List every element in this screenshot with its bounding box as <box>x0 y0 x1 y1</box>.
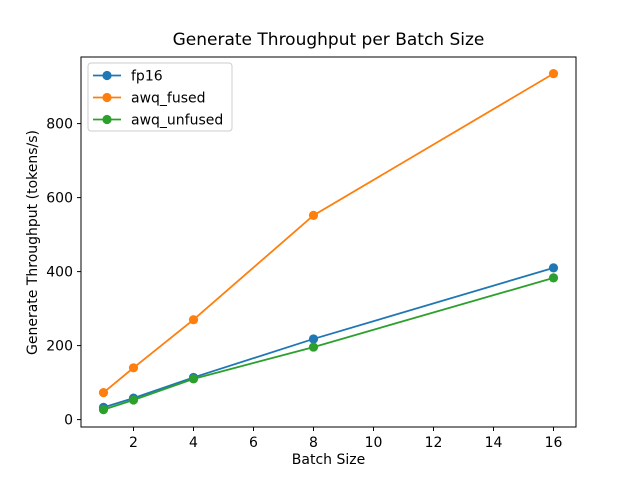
legend-marker-fp16 <box>102 70 112 81</box>
data-point-awq_unfused <box>308 342 319 352</box>
y-tick-label: 200 <box>46 339 73 355</box>
data-point-fp16 <box>308 334 319 344</box>
data-point-awq_fused <box>98 387 109 398</box>
plot-area: 2 4 6 8 10 12 14 16 0 200 400 600 800 <box>46 56 577 451</box>
y-tick-label: 0 <box>64 413 73 429</box>
data-point-awq_unfused <box>128 395 139 405</box>
y-tick-label: 600 <box>46 191 73 207</box>
x-tick-label: 10 <box>365 435 383 451</box>
y-tick-label: 800 <box>46 117 73 133</box>
y-tick-label: 400 <box>46 265 73 281</box>
data-point-awq_unfused <box>98 405 109 415</box>
legend-box <box>87 62 233 132</box>
legend-label-awq_fused: awq_fused <box>131 91 206 107</box>
legend-label-awq_unfused: awq_unfused <box>131 113 223 129</box>
data-point-awq_unfused <box>188 374 199 384</box>
x-tick-label: 2 <box>129 435 138 451</box>
legend-marker-awq_unfused <box>102 114 112 125</box>
data-point-awq_fused <box>128 363 139 373</box>
x-tick-label: 6 <box>249 435 258 451</box>
data-point-awq_unfused <box>548 273 559 283</box>
series-line-awq_unfused <box>103 277 554 411</box>
data-point-awq_fused <box>188 315 199 325</box>
legend-marker-awq_fused <box>102 92 112 103</box>
x-tick-label: 14 <box>485 435 503 451</box>
x-tick-label: 12 <box>425 435 443 451</box>
x-axis-label: Batch Size <box>292 452 365 468</box>
axes-spines <box>80 56 577 428</box>
legend: fp16 awq_fused awq_unfused <box>87 62 233 132</box>
chart-title: Generate Throughput per Batch Size <box>173 30 485 50</box>
x-tick-label: 16 <box>545 435 563 451</box>
legend-label-fp16: fp16 <box>131 69 163 85</box>
data-point-awq_fused <box>308 210 319 220</box>
x-tick-label: 4 <box>189 435 198 451</box>
data-point-fp16 <box>548 263 559 273</box>
data-point-awq_fused <box>548 69 559 79</box>
y-axis-label: Generate Throughput (tokens/s) <box>25 130 41 355</box>
x-tick-label: 8 <box>309 435 318 451</box>
